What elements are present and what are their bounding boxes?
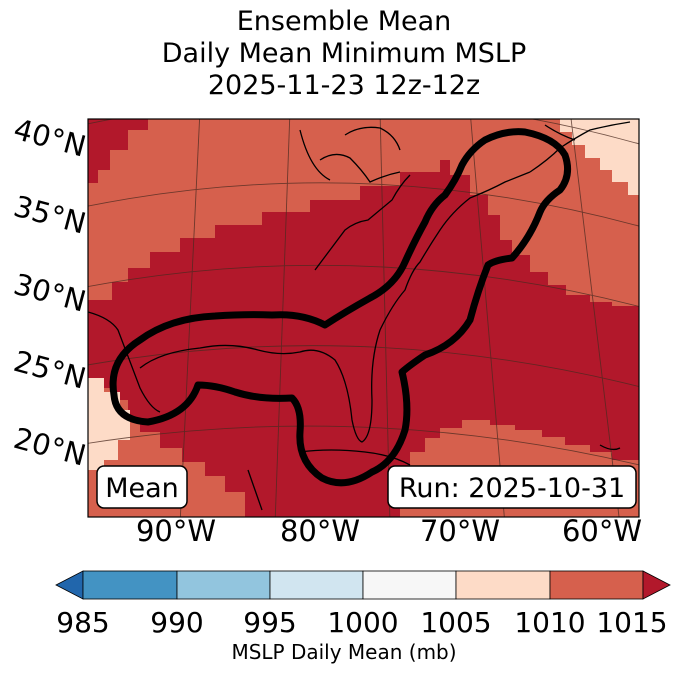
colorbar-tick-995: 995 xyxy=(243,606,297,639)
colorbar-tick-985: 985 xyxy=(56,606,110,639)
lon-label-60w: 60°W xyxy=(562,514,642,548)
colorbar-tick-1010: 1010 xyxy=(514,606,586,639)
ensemble-contour xyxy=(109,128,572,487)
colorbar-bin-1005-1010 xyxy=(455,570,551,600)
colorbar-tick-1015: 1015 xyxy=(596,606,668,639)
mean-label: Mean xyxy=(105,473,179,504)
field-1015-plus xyxy=(88,119,148,183)
colorbar-tick-1000: 1000 xyxy=(327,606,399,639)
field-1005-1010 xyxy=(560,119,639,195)
colorbar-bin-1010-1015 xyxy=(549,570,644,600)
lat-labels: 40°N 35°N 30°N 25°N 20°N xyxy=(10,112,89,473)
colorbar-bin-985-990 xyxy=(82,570,178,600)
field-1005-1010-sw xyxy=(88,378,130,470)
lat-label-20: 20°N xyxy=(10,421,89,473)
coastlines xyxy=(88,121,631,511)
colorbar-extend-low xyxy=(55,570,84,600)
lat-label-25: 25°N xyxy=(10,344,89,396)
colorbar-tick-990: 990 xyxy=(150,606,204,639)
mean-box: Mean xyxy=(96,465,188,509)
lon-label-70w: 70°W xyxy=(420,514,500,548)
colorbar-label: MSLP Daily Mean (mb) xyxy=(231,640,457,664)
colorbar-bin-990-995 xyxy=(176,570,271,600)
title-line-2: Daily Mean Minimum MSLP xyxy=(161,38,527,69)
map-panel xyxy=(88,119,639,517)
run-label: Run: 2025-10-31 xyxy=(399,473,625,504)
lon-label-90w: 90°W xyxy=(136,514,216,548)
title-line-1: Ensemble Mean xyxy=(236,6,452,37)
colorbar-tick-1005: 1005 xyxy=(420,606,492,639)
run-box: Run: 2025-10-31 xyxy=(387,465,637,509)
title-line-3: 2025-11-23 12z-12z xyxy=(207,70,481,101)
lon-labels: 90°W 80°W 70°W 60°W xyxy=(136,514,642,548)
field-1015-plus-main xyxy=(88,160,639,517)
map-frame xyxy=(87,118,640,518)
lat-label-35: 35°N xyxy=(10,189,89,241)
colorbar xyxy=(55,570,671,600)
colorbar-bin-995-1000 xyxy=(269,570,364,600)
lat-label-40: 40°N xyxy=(10,112,89,164)
colorbar-bin-1000-1005 xyxy=(362,570,457,600)
lon-label-80w: 80°W xyxy=(280,514,360,548)
colorbar-extend-high xyxy=(642,570,671,600)
lat-label-30: 30°N xyxy=(10,267,89,319)
